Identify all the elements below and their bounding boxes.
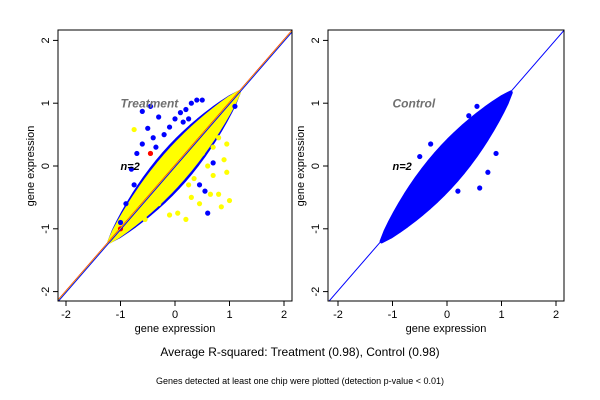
y-tick-label: 2 — [40, 37, 52, 43]
data-point-series-2 — [216, 191, 222, 197]
y-axis-label: gene expression — [295, 126, 307, 207]
data-point-series-2 — [210, 172, 216, 179]
data-point-series-1 — [428, 141, 434, 147]
data-point-series-1 — [210, 160, 216, 166]
data-point-series-2 — [188, 194, 194, 200]
sample-count-label: n=2 — [393, 161, 412, 173]
data-point-series-1 — [166, 124, 173, 130]
treatment-panel: -2 -1 0 1 2 -2 -1 0 1 2 gene expression gene expres… — [25, 29, 293, 335]
data-point-series-1 — [474, 103, 480, 109]
x-tick-label: 0 — [444, 309, 450, 321]
data-point-series-1 — [186, 116, 192, 122]
y-tick-label: -2 — [310, 287, 322, 297]
data-point-series-1 — [139, 141, 145, 147]
data-point-series-2 — [205, 163, 211, 169]
data-point-series-1 — [147, 103, 154, 109]
data-point-series-2 — [226, 197, 233, 204]
x-axis-label: gene expression — [135, 323, 216, 335]
x-tick-label: 1 — [226, 309, 232, 321]
data-point-series-2 — [210, 144, 216, 150]
data-point-series-1 — [123, 201, 129, 207]
sample-count-label: n=2 — [121, 161, 140, 173]
data-point-series-1 — [466, 113, 472, 119]
data-point-series-1 — [177, 110, 184, 116]
identity-line — [58, 31, 292, 301]
data-point-series-3 — [147, 150, 154, 157]
x-axis-label: gene expression — [406, 323, 487, 335]
data-point-series-1 — [485, 169, 491, 175]
y-tick-label: -1 — [40, 224, 52, 234]
identity-line — [58, 30, 292, 301]
x-tick-label: 2 — [553, 309, 559, 321]
data-point-series-1 — [117, 219, 124, 226]
data-point-series-1 — [180, 119, 186, 125]
footnote-text: Genes detected at least one chip were pl… — [156, 376, 444, 386]
y-tick-label: 1 — [40, 100, 52, 106]
data-point-series-2 — [218, 204, 224, 210]
data-point-series-1 — [139, 108, 145, 114]
data-point-series-2 — [196, 201, 203, 207]
plot-area — [328, 30, 564, 301]
data-point-series-2 — [221, 157, 227, 163]
data-point-series-2 — [166, 212, 173, 218]
data-point-series-1 — [156, 114, 162, 120]
y-tick-label: 0 — [40, 163, 52, 169]
x-tick-label: -2 — [333, 309, 343, 321]
identity-line — [328, 30, 564, 301]
data-point-series-1 — [199, 97, 205, 103]
y-tick-label: 1 — [310, 100, 322, 106]
x-tick-label: -2 — [61, 309, 71, 321]
data-point-series-2 — [142, 216, 148, 222]
data-point-series-2 — [224, 169, 230, 175]
x-tick-label: 2 — [281, 309, 287, 321]
data-point-series-2 — [131, 126, 137, 133]
data-point-series-1 — [188, 100, 194, 106]
data-point-series-1 — [161, 132, 167, 138]
summary-text: Average R-squared: Treatment (0.98), Con… — [160, 345, 439, 359]
data-point-series-1 — [194, 97, 200, 103]
data-point-series-2 — [183, 216, 189, 222]
data-point-series-1 — [128, 166, 134, 172]
data-point-series-1 — [202, 188, 208, 194]
data-point-series-1 — [232, 103, 238, 109]
data-point-series-1 — [153, 144, 159, 150]
data-point-series-1 — [150, 135, 156, 141]
data-point-series-1 — [493, 150, 499, 157]
data-point-series-1 — [131, 182, 137, 188]
data-point-series-2 — [207, 191, 214, 197]
data-point-series-2 — [216, 135, 222, 141]
data-point-series-1 — [196, 182, 203, 188]
data-point-series-1 — [205, 210, 211, 216]
data-point-series-2 — [199, 150, 205, 157]
data-point-series-1 — [417, 153, 423, 160]
x-tick-label: -1 — [116, 309, 126, 321]
x-tick-label: 0 — [172, 309, 178, 321]
data-point-series-2 — [224, 141, 230, 147]
control-panel: -2 -1 0 1 2 -2 -1 0 1 2 gene expression gene expres… — [295, 29, 565, 335]
data-point-series-1 — [183, 106, 189, 113]
data-point-series-2 — [186, 182, 192, 188]
data-point-series-1 — [411, 188, 417, 194]
data-point-series-1 — [477, 185, 483, 191]
y-tick-label: 0 — [310, 163, 322, 169]
data-point-series-1 — [172, 116, 178, 122]
y-tick-label: -1 — [310, 224, 322, 234]
panel-title: Treatment — [121, 97, 180, 111]
data-point-series-2 — [156, 201, 162, 207]
plot-area — [58, 30, 292, 301]
y-axis-label: gene expression — [25, 126, 37, 207]
blue-dense-cloud — [379, 90, 513, 244]
data-point-series-1 — [455, 188, 461, 194]
y-tick-label: 2 — [310, 37, 322, 43]
data-point-series-2 — [175, 210, 181, 216]
identity-line — [58, 30, 292, 301]
data-point-series-1 — [145, 125, 151, 131]
panel-title: Control — [393, 97, 436, 111]
x-tick-label: -1 — [388, 309, 398, 321]
data-point-series-1 — [134, 150, 140, 157]
y-tick-label: -2 — [40, 287, 52, 297]
x-tick-label: 1 — [498, 309, 504, 321]
data-point-series-2 — [191, 175, 197, 182]
